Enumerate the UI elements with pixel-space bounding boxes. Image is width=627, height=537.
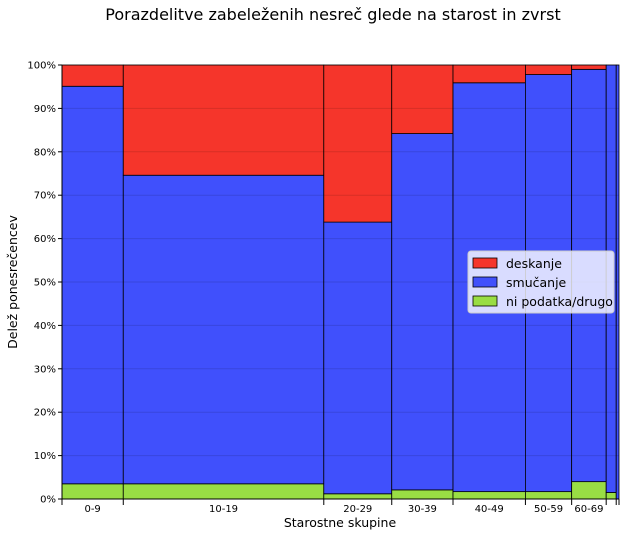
x-axis-label: Starostne skupine xyxy=(284,515,397,530)
y-axis: 0% 10% 20% 30% 40% 50% 60% 70% 80% 90% 100% xyxy=(27,61,63,506)
x-tick-label: 60-69 xyxy=(574,504,603,515)
y-tick-label: 90% xyxy=(34,104,56,115)
legend-label: deskanje xyxy=(506,256,562,271)
y-tick-label: 40% xyxy=(34,321,56,332)
bar-segment xyxy=(571,481,607,500)
y-tick-label: 30% xyxy=(34,364,56,375)
y-tick-label: 20% xyxy=(34,408,56,419)
bar-segment xyxy=(122,483,325,500)
y-tick-label: 80% xyxy=(34,147,56,158)
bar-segment xyxy=(525,64,573,75)
y-tick-label: 50% xyxy=(34,278,56,289)
bar-segment xyxy=(61,483,124,500)
chart-title: Porazdelitve zabeleženih nesreč glede na… xyxy=(105,5,560,24)
bar-segment xyxy=(122,64,325,176)
legend-label: ni podatka/drugo xyxy=(506,294,613,309)
bar-segment xyxy=(391,64,454,134)
y-tick-label: 100% xyxy=(27,61,56,72)
bar-segment xyxy=(323,493,393,500)
y-tick-label: 10% xyxy=(34,451,56,462)
x-axis: 0-9 10-19 20-29 30-39 40-49 50-59 60-69 xyxy=(61,498,620,515)
bar-segment xyxy=(61,85,124,485)
x-tick-label: 0-9 xyxy=(84,504,100,515)
x-tick-label: 50-59 xyxy=(534,504,563,515)
legend-swatch xyxy=(472,257,498,269)
x-tick-label: 40-49 xyxy=(475,504,504,515)
x-tick-label: 10-19 xyxy=(209,504,238,515)
bar-segment xyxy=(323,221,393,495)
y-tick-label: 0% xyxy=(40,495,56,506)
legend-swatch xyxy=(472,295,498,307)
y-tick-label: 60% xyxy=(34,234,56,245)
legend-swatch xyxy=(472,276,498,288)
y-axis-label: Delež ponesrečencev xyxy=(5,215,20,349)
bar-segment xyxy=(571,64,607,70)
bar-segment xyxy=(452,64,526,84)
y-tick-label: 70% xyxy=(34,191,56,202)
legend-box xyxy=(467,250,615,314)
bar-segment xyxy=(605,492,617,500)
legend-label: smučanje xyxy=(506,275,567,290)
bar-segment xyxy=(452,491,526,500)
legend: deskanje smučanje ni podatka/drugo xyxy=(467,250,615,314)
bar-segment xyxy=(61,64,124,87)
x-tick-label: 20-29 xyxy=(343,504,372,515)
x-tick-label: 30-39 xyxy=(408,504,437,515)
bar-segment xyxy=(391,489,454,500)
bar-segment xyxy=(323,64,393,223)
bar-segment xyxy=(122,174,325,485)
bar-segment xyxy=(525,491,573,500)
bar-segment xyxy=(391,133,454,491)
